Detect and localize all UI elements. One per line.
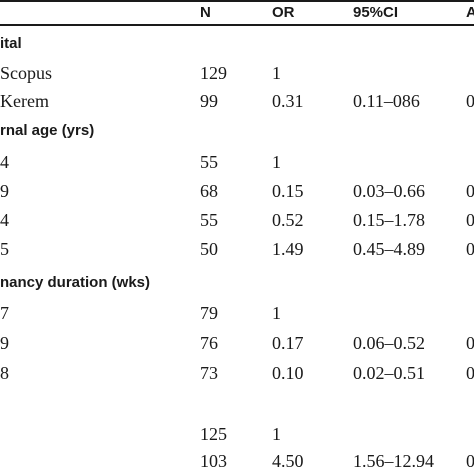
header-extra: A [466,4,474,21]
row-n: 103 [200,451,227,471]
row-extra: 0 [466,210,474,230]
row-n: 50 [200,239,218,259]
row-label: 7 [0,303,9,323]
row-n: 55 [200,210,218,230]
row-ci: 0.15–1.78 [353,210,425,230]
row-ci: 0.02–0.51 [353,363,425,383]
row-ci: 0.11–086 [353,91,420,111]
row-or: 1 [272,63,281,83]
row-n: 68 [200,181,218,201]
header-or: OR [272,4,295,21]
row-n: 76 [200,333,218,353]
row-extra: 0 [466,91,474,111]
section-title: rnal age (yrs) [0,122,95,139]
row-n: 55 [200,152,218,172]
row-label: 4 [0,210,9,230]
row-extra: 0 [466,451,474,471]
row-ci: 0.03–0.66 [353,181,425,201]
table-header-rule [0,24,474,26]
row-or: 1 [272,152,281,172]
row-extra: 0 [466,333,474,353]
row-ci: 0.45–4.89 [353,239,425,259]
row-or: 0.31 [272,91,304,111]
row-or: 0.10 [272,363,304,383]
table-top-rule [0,0,474,2]
row-ci: 0.06–0.52 [353,333,425,353]
row-label: 5 [0,239,9,259]
header-ci: 95%CI [353,4,399,21]
row-extra: 0 [466,363,474,383]
row-or: 4.50 [272,451,304,471]
row-or: 1 [272,303,281,323]
section-title: ital [0,35,22,52]
section-title: nancy duration (wks) [0,274,151,291]
row-label: 9 [0,333,9,353]
row-ci: 1.56–12.94 [353,451,434,471]
row-label: 4 [0,152,9,172]
row-extra: 0 [466,239,474,259]
row-or: 0.52 [272,210,304,230]
row-label: 8 [0,363,9,383]
row-n: 73 [200,363,218,383]
header-n: N [200,4,211,21]
row-extra: 0 [466,181,474,201]
row-label: Scopus [0,63,53,83]
row-or: 0.17 [272,333,304,353]
row-n: 79 [200,303,218,323]
row-n: 125 [200,424,227,444]
row-n: 129 [200,63,227,83]
row-label: 9 [0,181,9,201]
row-label: Kerem [0,91,49,111]
row-n: 99 [200,91,218,111]
row-or: 0.15 [272,181,304,201]
row-or: 1 [272,424,281,444]
row-or: 1.49 [272,239,304,259]
